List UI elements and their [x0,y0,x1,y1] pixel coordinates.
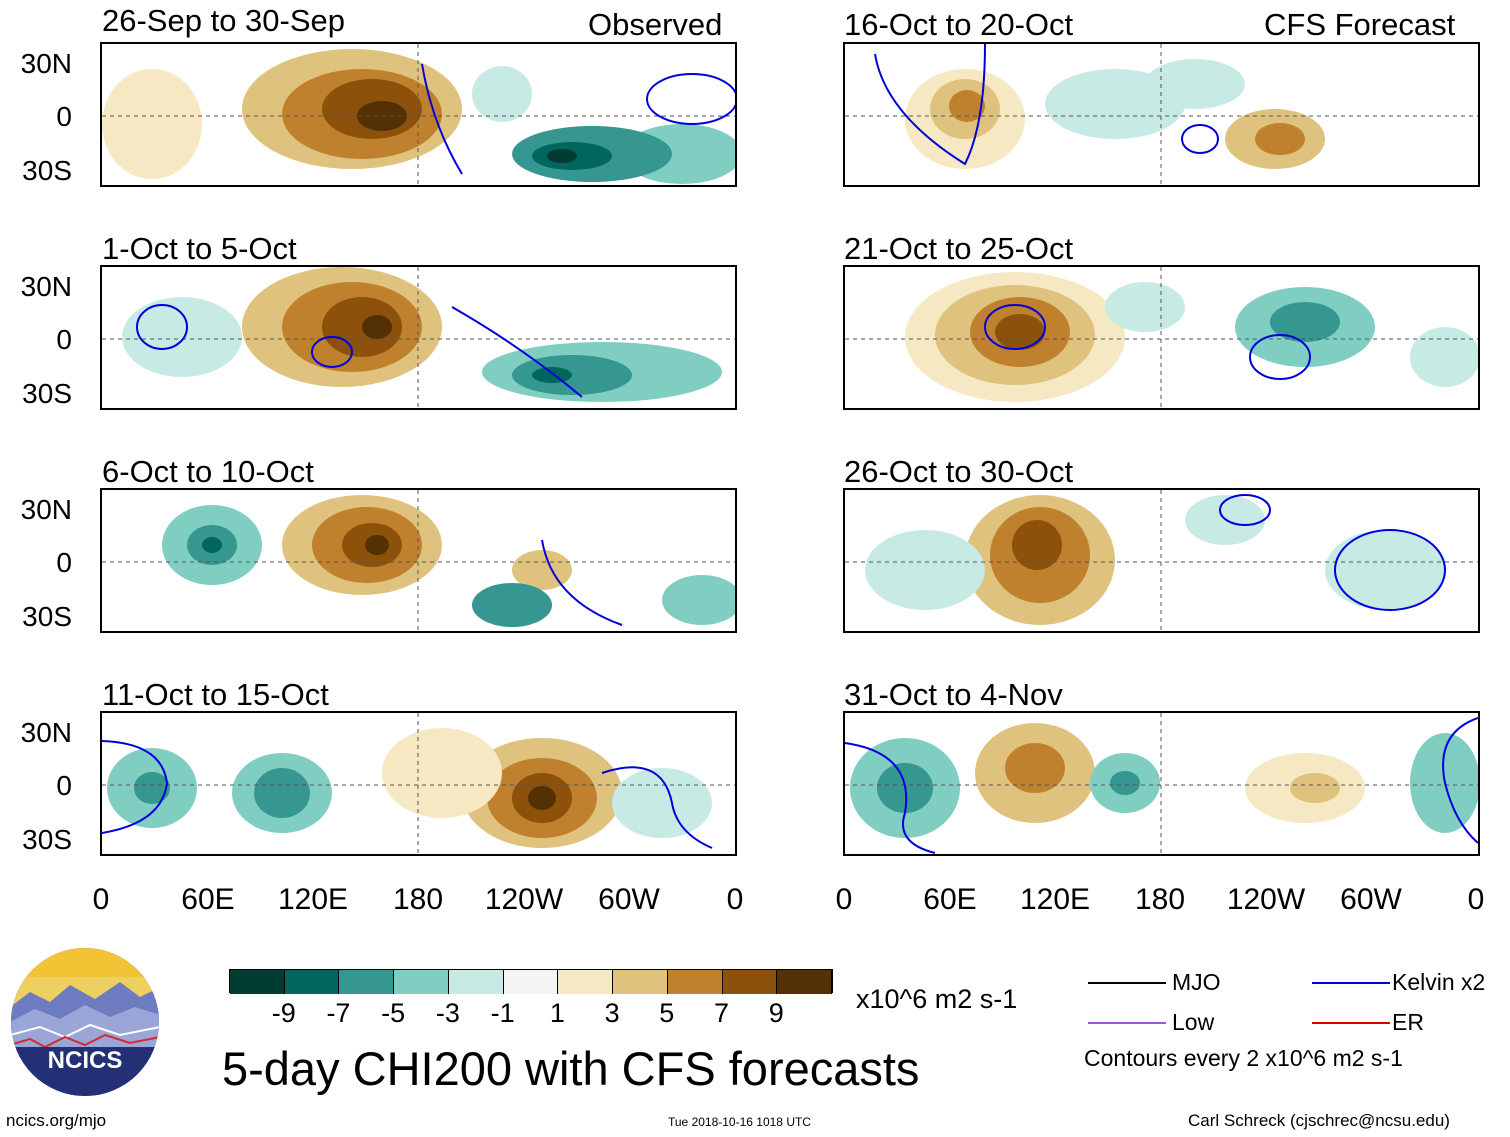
legend-er-line [1312,1022,1390,1024]
map-panel [100,265,737,410]
lon-label: 60E [923,883,977,916]
lon-label: 120W [484,883,564,916]
lat-label-30n: 30N [20,717,72,748]
legend-kelvin-line [1312,982,1390,984]
lat-label-30n: 30N [20,48,72,79]
lon-label: 0 [726,883,744,916]
colorbar-swatch [613,970,668,994]
lon-label: 120W [1226,883,1306,916]
lat-label-30n: 30N [20,494,72,525]
footer-url[interactable]: ncics.org/mjo [6,1111,107,1130]
panel-title-right-2: 21-Oct to 25-Oct [844,231,1074,266]
legend-mjo-label: MJO [1172,969,1221,995]
main-title: 5-day CHI200 with CFS forecasts [222,1042,920,1095]
colorbar-swatch [777,970,832,994]
map-panel [843,42,1480,187]
lat-label-30n: 30N [20,271,72,302]
contour-note: Contours every 2 x10^6 m2 s-1 [1084,1045,1403,1071]
colorbar-swatch [394,970,449,994]
colorbar-swatch [722,970,778,994]
lon-label: 0 [835,883,853,916]
lat-label-0: 0 [56,547,72,578]
map-panel [843,488,1480,633]
colorbar-swatch [448,970,504,994]
panel-title-left-4: 11-Oct to 15-Oct [102,677,329,712]
lon-label: 0 [1467,883,1485,916]
footer-credit: Carl Schreck (cjschrec@ncsu.edu) [1188,1111,1450,1130]
lon-label: 180 [392,883,444,916]
colorbar-tick-label: -9 [271,998,296,1028]
map-panel [100,711,737,856]
lon-label: 120E [277,883,349,916]
lon-label: 0 [92,883,110,916]
panel-title-left-2: 1-Oct to 5-Oct [102,231,297,266]
colorbar-swatch [230,970,285,994]
colorbar-swatch [284,970,340,994]
map-panel [843,265,1480,410]
lat-label-30s: 30S [22,824,72,855]
map-panel [100,42,737,187]
ncics-logo: NCICS [10,947,160,1097]
colorbar-tick-label: 5 [659,998,675,1028]
lat-label-0: 0 [56,770,72,801]
colorbar-tick-label: 9 [768,998,784,1028]
legend-low-line [1088,1022,1166,1024]
panel-title-right-1: 16-Oct to 20-Oct [844,7,1074,42]
lat-label-0: 0 [56,101,72,132]
panel-title-left-3: 6-Oct to 10-Oct [102,454,314,489]
lon-label: 60E [181,883,235,916]
lon-label: 120E [1019,883,1091,916]
colorbar-swatch [339,970,395,994]
colorbar [229,969,833,994]
legend-mjo-line [1088,982,1166,984]
colorbar-tick-label: -3 [435,998,460,1028]
panel-title-right-4: 31-Oct to 4-Nov [844,677,1063,712]
colorbar-tick-label: 1 [549,998,565,1028]
logo-text: NCICS [47,1047,123,1074]
observed-label: Observed [588,7,723,42]
lat-label-0: 0 [56,324,72,355]
colorbar-tick-label: -1 [490,998,515,1028]
colorbar-units: x10^6 m2 s-1 [856,984,1018,1014]
colorbar-swatch [667,970,723,994]
lat-label-30s: 30S [22,378,72,409]
colorbar-tick-label: 7 [714,998,730,1028]
colorbar-tick-label: 3 [604,998,620,1028]
forecast-label: CFS Forecast [1264,7,1456,42]
lon-label: 60W [598,883,660,916]
lon-label: 60W [1340,883,1402,916]
colorbar-swatch [503,970,559,994]
legend-kelvin-label: Kelvin x2 [1392,969,1486,995]
colorbar-swatch [558,970,614,994]
map-panel [843,711,1480,856]
panel-title-left-1: 26-Sep to 30-Sep [102,3,346,38]
panel-title-right-3: 26-Oct to 30-Oct [844,454,1074,489]
lat-label-30s: 30S [22,155,72,186]
colorbar-tick-label: -7 [326,998,351,1028]
footer-timestamp: Tue 2018-10-16 1018 UTC [668,1115,811,1129]
lat-label-30s: 30S [22,601,72,632]
map-panel [100,488,737,633]
lon-label: 180 [1134,883,1186,916]
colorbar-tick-label: -5 [381,998,406,1028]
legend-er-label: ER [1392,1009,1424,1035]
legend-low-label: Low [1172,1009,1215,1035]
